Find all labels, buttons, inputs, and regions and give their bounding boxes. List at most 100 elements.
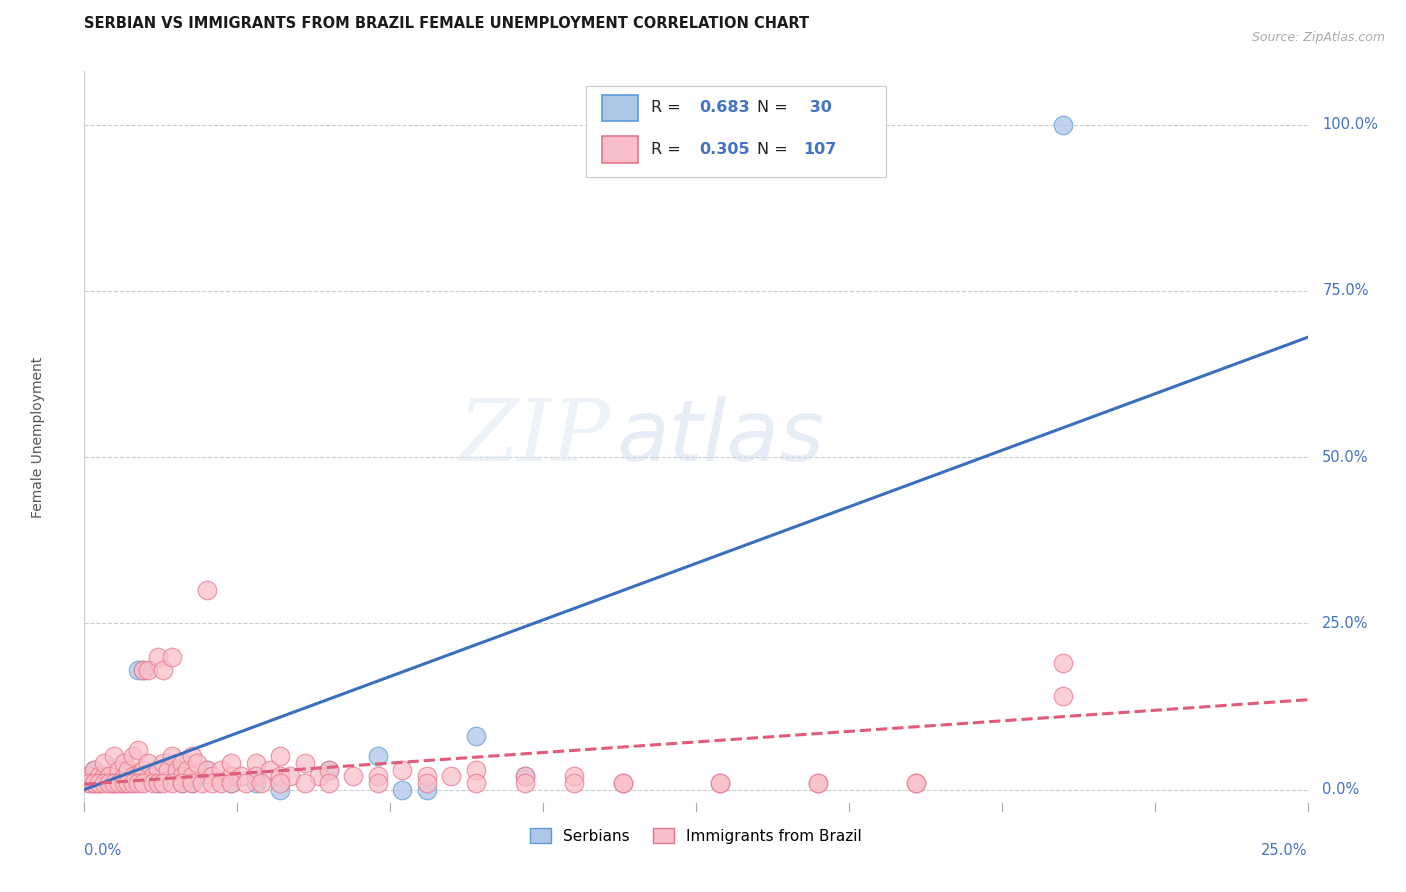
FancyBboxPatch shape xyxy=(602,95,638,121)
Point xyxy=(77,769,100,783)
Point xyxy=(77,776,100,790)
Point xyxy=(513,769,536,783)
Point xyxy=(1052,118,1074,132)
Point xyxy=(172,776,194,790)
Point xyxy=(83,776,105,790)
Point xyxy=(709,776,731,790)
Point xyxy=(103,776,125,790)
Point xyxy=(97,776,120,790)
Point xyxy=(103,776,125,790)
Text: N =: N = xyxy=(758,101,793,115)
Text: 25.0%: 25.0% xyxy=(1261,843,1308,858)
Point xyxy=(87,769,110,783)
Point xyxy=(464,776,486,790)
Point xyxy=(612,776,634,790)
Point xyxy=(152,776,174,790)
Point xyxy=(367,769,389,783)
Point xyxy=(93,756,115,770)
Point xyxy=(132,763,155,777)
Point xyxy=(807,776,830,790)
Point xyxy=(142,776,165,790)
Point xyxy=(195,582,218,597)
Point xyxy=(156,769,179,783)
Point xyxy=(181,776,204,790)
Point xyxy=(132,663,155,677)
Point xyxy=(318,776,340,790)
Point xyxy=(112,769,135,783)
Point xyxy=(464,729,486,743)
Point xyxy=(513,776,536,790)
Point xyxy=(122,776,145,790)
Point xyxy=(83,776,105,790)
Point xyxy=(107,769,129,783)
Point xyxy=(112,776,135,790)
Point xyxy=(83,763,105,777)
Point xyxy=(93,769,115,783)
Text: ZIP: ZIP xyxy=(458,396,610,478)
Point xyxy=(259,763,281,777)
FancyBboxPatch shape xyxy=(586,86,886,178)
Point xyxy=(117,776,139,790)
Point xyxy=(87,776,110,790)
Text: atlas: atlas xyxy=(616,395,824,479)
Point xyxy=(278,769,301,783)
Point xyxy=(152,756,174,770)
Point xyxy=(342,769,364,783)
Point xyxy=(162,749,184,764)
Point xyxy=(172,776,194,790)
Text: R =: R = xyxy=(651,142,686,157)
Text: 100.0%: 100.0% xyxy=(1322,117,1378,132)
Point xyxy=(513,769,536,783)
Text: 0.683: 0.683 xyxy=(700,101,751,115)
Point xyxy=(166,763,188,777)
Point xyxy=(209,776,232,790)
Point xyxy=(195,763,218,777)
Point xyxy=(146,763,169,777)
Point xyxy=(235,776,257,790)
Point xyxy=(294,756,316,770)
Point xyxy=(416,782,439,797)
Point xyxy=(269,782,291,797)
Point xyxy=(807,776,830,790)
Point xyxy=(87,776,110,790)
Point xyxy=(97,769,120,783)
Text: Source: ZipAtlas.com: Source: ZipAtlas.com xyxy=(1251,31,1385,45)
Point xyxy=(112,776,135,790)
Point xyxy=(612,776,634,790)
Point xyxy=(181,776,204,790)
Point xyxy=(269,776,291,790)
FancyBboxPatch shape xyxy=(602,136,638,163)
Point xyxy=(117,776,139,790)
Point xyxy=(172,756,194,770)
Point xyxy=(367,776,389,790)
Point xyxy=(87,776,110,790)
Point xyxy=(136,769,159,783)
Point xyxy=(562,769,585,783)
Point xyxy=(136,756,159,770)
Point xyxy=(464,763,486,777)
Point xyxy=(200,769,222,783)
Point xyxy=(318,763,340,777)
Text: N =: N = xyxy=(758,142,793,157)
Point xyxy=(391,763,413,777)
Point xyxy=(83,776,105,790)
Point xyxy=(219,776,242,790)
Point xyxy=(146,776,169,790)
Point xyxy=(142,769,165,783)
Point xyxy=(83,763,105,777)
Point xyxy=(219,776,242,790)
Text: 0.0%: 0.0% xyxy=(1322,782,1360,797)
Text: 30: 30 xyxy=(804,101,831,115)
Point xyxy=(122,749,145,764)
Point xyxy=(107,776,129,790)
Text: 107: 107 xyxy=(804,142,837,157)
Point xyxy=(122,776,145,790)
Point xyxy=(152,663,174,677)
Point xyxy=(1052,690,1074,704)
Point xyxy=(181,749,204,764)
Point xyxy=(1052,656,1074,670)
Point xyxy=(136,663,159,677)
Point xyxy=(416,776,439,790)
Point xyxy=(127,769,149,783)
Text: Female Unemployment: Female Unemployment xyxy=(31,357,45,517)
